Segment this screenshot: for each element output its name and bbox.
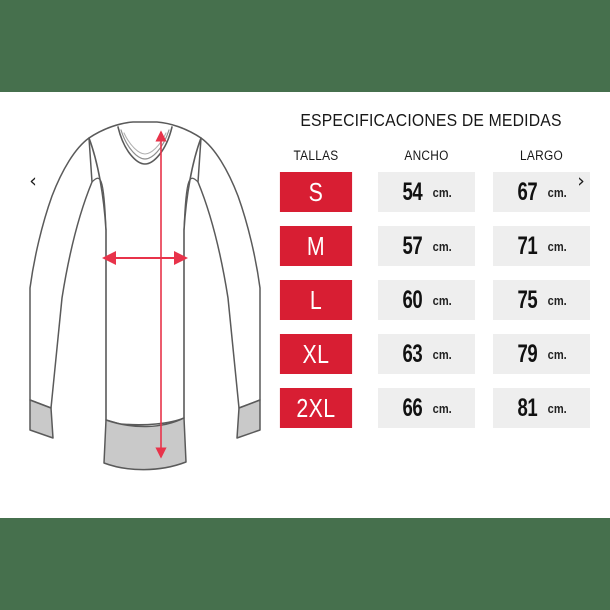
size-label: M xyxy=(306,230,326,261)
column-header-tallas: TALLAS xyxy=(293,148,339,163)
ancho-value: 54 xyxy=(402,177,423,206)
row-spacer xyxy=(475,334,493,374)
table-row: S 54 cm. 67 cm. xyxy=(272,172,590,212)
size-badge: M xyxy=(279,226,353,266)
table-row: L 60 cm. 75 cm. xyxy=(272,280,590,320)
spec-title: ESPECIFICACIONES DE MEDIDAS xyxy=(300,110,562,130)
largo-cell: 75 cm. xyxy=(493,280,590,320)
header-spacer xyxy=(475,148,493,163)
letterbox-top xyxy=(0,0,610,92)
ancho-value: 66 xyxy=(402,393,423,422)
letterbox-bottom xyxy=(0,518,610,610)
ancho-value: 57 xyxy=(402,231,423,260)
row-spacer xyxy=(475,280,493,320)
largo-value: 71 xyxy=(517,231,538,260)
largo-unit: cm. xyxy=(547,238,567,254)
table-row: M 57 cm. 71 cm. xyxy=(272,226,590,266)
left-shoulder-seam xyxy=(91,177,107,231)
size-badge: L xyxy=(279,280,353,320)
column-header-largo: LARGO xyxy=(520,148,563,163)
ancho-value: 60 xyxy=(402,285,423,314)
largo-unit: cm. xyxy=(547,400,567,416)
largo-value: 67 xyxy=(517,177,538,206)
column-header-ancho: ANCHO xyxy=(404,148,449,163)
size-label: S xyxy=(308,176,324,207)
largo-cell: 71 cm. xyxy=(493,226,590,266)
ancho-cell: 66 cm. xyxy=(378,388,475,428)
ancho-unit: cm. xyxy=(432,238,452,254)
measurement-spec-panel: ESPECIFICACIONES DE MEDIDAS TALLAS ANCHO… xyxy=(272,110,590,500)
row-spacer xyxy=(475,226,493,266)
row-spacer xyxy=(360,226,378,266)
hem-band xyxy=(103,417,187,471)
largo-cell: 67 cm. xyxy=(493,172,590,212)
ancho-cell: 60 cm. xyxy=(378,280,475,320)
largo-value: 81 xyxy=(517,393,538,422)
row-spacer xyxy=(475,388,493,428)
right-cuff xyxy=(236,399,261,439)
spec-rows: S 54 cm. 67 cm. M xyxy=(272,172,590,428)
largo-unit: cm. xyxy=(547,346,567,362)
table-row: XL 63 cm. 79 cm. xyxy=(272,334,590,374)
largo-unit: cm. xyxy=(547,184,567,200)
row-spacer xyxy=(360,280,378,320)
largo-cell: 81 cm. xyxy=(493,388,590,428)
row-spacer xyxy=(360,334,378,374)
ancho-unit: cm. xyxy=(432,400,452,416)
garment-svg xyxy=(29,121,261,471)
ancho-cell: 57 cm. xyxy=(378,226,475,266)
size-chart-image: ESPECIFICACIONES DE MEDIDAS TALLAS ANCHO… xyxy=(0,92,610,518)
ancho-cell: 63 cm. xyxy=(378,334,475,374)
right-shoulder-seam xyxy=(183,177,199,231)
row-spacer xyxy=(360,172,378,212)
ancho-unit: cm. xyxy=(432,184,452,200)
right-sleeve xyxy=(197,137,261,409)
ancho-unit: cm. xyxy=(432,346,452,362)
size-label: XL xyxy=(302,338,330,369)
row-spacer xyxy=(360,388,378,428)
largo-value: 79 xyxy=(517,339,538,368)
shirt-body xyxy=(88,121,202,426)
row-spacer xyxy=(475,172,493,212)
ancho-cell: 54 cm. xyxy=(378,172,475,212)
chevron-left-icon[interactable]: ‹ xyxy=(29,170,37,192)
spec-header-row: TALLAS ANCHO LARGO xyxy=(272,148,590,163)
size-label: L xyxy=(309,284,323,315)
left-sleeve xyxy=(29,137,93,409)
largo-value: 75 xyxy=(517,285,538,314)
size-badge: XL xyxy=(279,334,353,374)
table-row: 2XL 66 cm. 81 cm. xyxy=(272,388,590,428)
header-spacer xyxy=(360,148,378,163)
largo-cell: 79 cm. xyxy=(493,334,590,374)
chevron-right-icon[interactable]: › xyxy=(577,170,585,192)
size-badge: S xyxy=(279,172,353,212)
left-cuff xyxy=(29,399,54,439)
size-label: 2XL xyxy=(296,392,336,423)
ancho-unit: cm. xyxy=(432,292,452,308)
garment-diagram xyxy=(20,100,270,500)
largo-unit: cm. xyxy=(547,292,567,308)
ancho-value: 63 xyxy=(402,339,423,368)
size-badge: 2XL xyxy=(279,388,353,428)
